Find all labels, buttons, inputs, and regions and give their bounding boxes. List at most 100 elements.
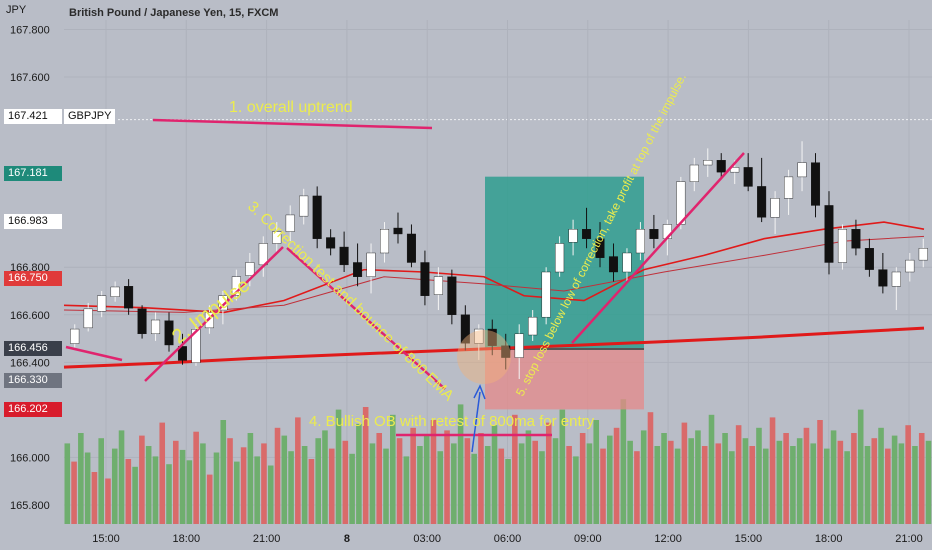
bear-candle bbox=[501, 345, 511, 358]
volume-bar bbox=[84, 452, 91, 524]
volume-bar bbox=[179, 449, 186, 524]
bull-candle bbox=[797, 162, 807, 178]
y-tick-label: 166.600 bbox=[10, 310, 50, 322]
volume-bar bbox=[288, 451, 294, 524]
volume-bar bbox=[512, 414, 518, 524]
volume-bar bbox=[457, 404, 464, 524]
volume-bar bbox=[166, 464, 172, 524]
volume-bar bbox=[390, 414, 396, 524]
y-tick-label: 165.800 bbox=[10, 500, 50, 512]
x-tick-label: 12:00 bbox=[654, 533, 682, 545]
volume-bar bbox=[898, 443, 905, 524]
bull-candle bbox=[891, 271, 901, 287]
bull-candle bbox=[837, 229, 847, 263]
volume-bar bbox=[878, 427, 884, 524]
volume-bar bbox=[654, 446, 661, 524]
volume-bar bbox=[342, 440, 349, 524]
volume-bar bbox=[695, 430, 701, 524]
x-tick-label: 03:00 bbox=[413, 533, 441, 545]
x-tick-label: 06:00 bbox=[494, 533, 522, 545]
volume-bar bbox=[295, 417, 301, 524]
volume-bar bbox=[193, 431, 199, 524]
volume-bar bbox=[600, 448, 606, 524]
volume-bar bbox=[607, 435, 613, 524]
volume-bar bbox=[891, 435, 898, 524]
volume-bar bbox=[539, 451, 545, 524]
volume-bar bbox=[410, 427, 416, 524]
volume-bar bbox=[824, 448, 830, 524]
volume-bar bbox=[668, 440, 674, 524]
volume-bars bbox=[64, 399, 932, 524]
x-tick-label: 09:00 bbox=[574, 533, 602, 545]
volume-bar bbox=[213, 452, 220, 524]
volume-bar bbox=[254, 456, 260, 524]
volume-bar bbox=[864, 446, 871, 524]
bull-candle bbox=[299, 195, 309, 217]
volume-bar bbox=[152, 456, 159, 524]
volume-bar bbox=[105, 478, 111, 524]
volume-bar bbox=[912, 446, 918, 524]
volume-bar bbox=[173, 440, 179, 524]
volume-bar bbox=[240, 447, 247, 524]
volume-bar bbox=[125, 459, 132, 524]
volume-bar bbox=[837, 440, 844, 524]
volume-bar bbox=[491, 425, 498, 524]
volume-bar bbox=[790, 446, 796, 524]
bear-candle bbox=[447, 276, 457, 315]
bull-candle bbox=[70, 328, 80, 344]
volume-bar bbox=[356, 423, 362, 524]
bear-candle bbox=[406, 233, 416, 263]
y-tick-label: 166.400 bbox=[10, 357, 50, 369]
volume-bar bbox=[851, 433, 857, 524]
volume-bar bbox=[776, 440, 783, 524]
volume-bar bbox=[261, 443, 267, 524]
x-tick-label: 15:00 bbox=[92, 533, 120, 545]
volume-bar bbox=[484, 446, 491, 524]
volume-bar bbox=[830, 430, 837, 524]
entry-arrow bbox=[471, 391, 481, 453]
price-tag-ema-red: 166.750 bbox=[4, 271, 62, 286]
bull-candle bbox=[784, 176, 794, 199]
bear-candle bbox=[716, 160, 726, 173]
volume-bar bbox=[247, 433, 254, 524]
volume-bar bbox=[71, 461, 77, 524]
volume-bar bbox=[132, 466, 138, 524]
bear-candle bbox=[824, 205, 834, 263]
price-tag-take-profit: 167.181 bbox=[4, 166, 62, 181]
bull-candle bbox=[97, 295, 107, 312]
bull-candle bbox=[285, 214, 295, 232]
x-tick-label: 18:00 bbox=[815, 533, 843, 545]
volume-bar bbox=[322, 430, 328, 524]
volume-bar bbox=[762, 448, 769, 524]
y-tick-label: 167.600 bbox=[10, 72, 50, 84]
volume-bar bbox=[735, 425, 742, 524]
volume-bar bbox=[227, 438, 233, 524]
volume-bar bbox=[729, 451, 735, 524]
y-axis-labels: 167.800167.600166.800166.600166.400166.0… bbox=[10, 25, 50, 512]
x-axis-labels: 15:00 18:00 21:00 8 03:00 06:00 09:00 12:00 15:0… bbox=[92, 533, 923, 545]
volume-bar bbox=[803, 427, 810, 524]
bear-candle bbox=[353, 262, 363, 277]
volume-bar bbox=[186, 460, 193, 524]
volume-bar bbox=[383, 448, 389, 524]
price-tag-stop-loss: 166.202 bbox=[4, 402, 62, 417]
bull-candle bbox=[622, 252, 632, 273]
volume-bar bbox=[844, 451, 850, 524]
bear-candle bbox=[608, 256, 618, 273]
bull-candle bbox=[245, 262, 255, 276]
bull-candle bbox=[366, 252, 376, 277]
volume-bar bbox=[620, 399, 627, 524]
volume-bar bbox=[545, 422, 552, 524]
drawings bbox=[65, 118, 745, 453]
volume-bar bbox=[613, 427, 620, 524]
volume-bar bbox=[328, 448, 335, 524]
bear-candle bbox=[582, 229, 592, 239]
volume-bar bbox=[518, 443, 525, 524]
volume-bar bbox=[715, 443, 722, 524]
price-tag-current: 167.421 bbox=[4, 109, 62, 124]
price-tag-entry: 166.456 bbox=[4, 341, 62, 356]
volume-bar bbox=[640, 430, 647, 524]
bear-candle bbox=[326, 237, 336, 249]
bear-candle bbox=[487, 328, 497, 346]
